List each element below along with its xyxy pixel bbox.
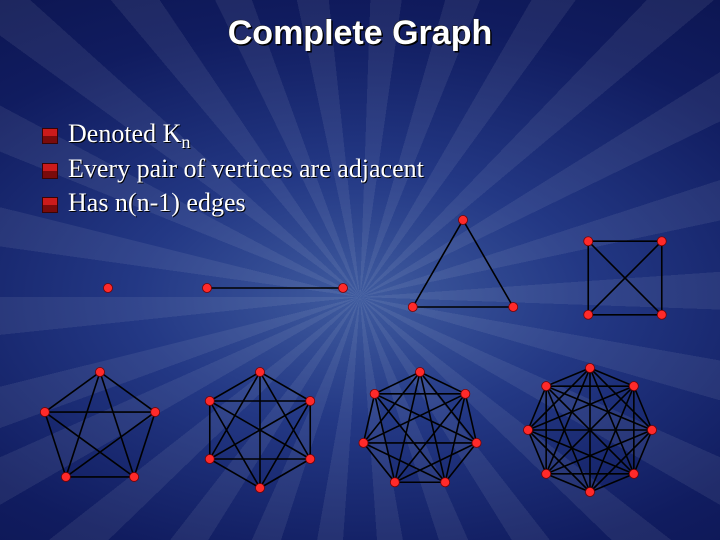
- graph-node: [509, 303, 518, 312]
- complete-graph-k3: [408, 216, 517, 312]
- complete-graph-k2: [203, 284, 348, 293]
- graph-node: [586, 488, 595, 497]
- graph-node: [96, 368, 105, 377]
- complete-graph-k1: [104, 284, 113, 293]
- complete-graph-k6: [205, 368, 314, 493]
- graph-edge: [363, 443, 445, 482]
- graph-edge: [66, 372, 100, 477]
- graph-edge: [395, 443, 477, 482]
- graph-edge: [45, 412, 66, 477]
- graph-edge: [45, 372, 100, 412]
- graph-node: [459, 216, 468, 225]
- graph-node: [524, 426, 533, 435]
- graph-node: [657, 237, 666, 246]
- complete-graph-k5: [40, 368, 159, 482]
- graph-node: [586, 364, 595, 373]
- graph-node: [203, 284, 212, 293]
- graph-node: [584, 237, 593, 246]
- graph-node: [306, 397, 315, 406]
- graph-edge: [363, 394, 465, 443]
- graph-node: [339, 284, 348, 293]
- graph-edge: [375, 394, 477, 443]
- graph-edge: [66, 412, 155, 477]
- graph-node: [40, 408, 49, 417]
- graph-node: [205, 397, 214, 406]
- graph-node: [370, 389, 379, 398]
- graph-node: [542, 469, 551, 478]
- graph-node: [629, 469, 638, 478]
- graph-node: [256, 368, 265, 377]
- graph-edge: [413, 220, 463, 307]
- graph-node: [629, 382, 638, 391]
- graph-node: [61, 472, 70, 481]
- graph-node: [306, 455, 315, 464]
- graph-edge: [100, 372, 134, 477]
- graphs-canvas: [0, 0, 720, 540]
- graph-edge: [45, 412, 134, 477]
- graph-node: [359, 438, 368, 447]
- graph-node: [390, 478, 399, 487]
- graph-node: [256, 484, 265, 493]
- graph-node: [205, 455, 214, 464]
- graph-edge: [100, 372, 155, 412]
- slide: Complete Graph Denoted Kn Every pair of …: [0, 0, 720, 540]
- graph-node: [408, 303, 417, 312]
- complete-graph-k8: [524, 364, 657, 497]
- graph-edge: [134, 412, 155, 477]
- graph-edge: [375, 372, 420, 394]
- graph-edge: [463, 220, 513, 307]
- complete-graph-k4: [584, 237, 667, 320]
- graph-node: [416, 368, 425, 377]
- graph-node: [542, 382, 551, 391]
- complete-graph-k7: [359, 368, 481, 487]
- graph-node: [584, 310, 593, 319]
- graph-node: [130, 472, 139, 481]
- graph-node: [472, 438, 481, 447]
- graph-node: [104, 284, 113, 293]
- graph-node: [657, 310, 666, 319]
- graph-node: [151, 408, 160, 417]
- graph-node: [648, 426, 657, 435]
- graph-edge: [420, 372, 465, 394]
- graph-node: [441, 478, 450, 487]
- graph-node: [461, 389, 470, 398]
